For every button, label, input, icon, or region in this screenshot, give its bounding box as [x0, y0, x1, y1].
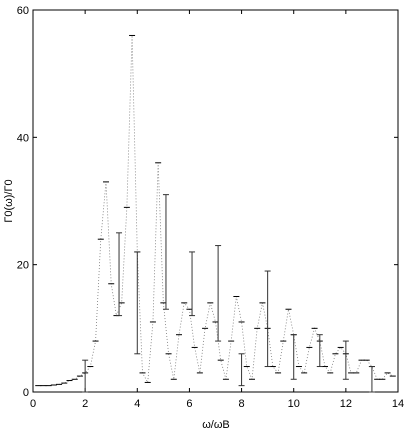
y-tick-label: 20 [17, 260, 29, 272]
y-tick-label: 40 [17, 132, 29, 144]
y-axis-label: Γ0(ω)/Γ0 [3, 179, 15, 222]
x-axis-label: ω/ωB [202, 419, 230, 431]
plot-frame [32, 9, 399, 393]
x-tick-label: 14 [392, 398, 404, 410]
x-tick-label: 4 [134, 398, 140, 410]
x-tick-label: 2 [82, 398, 88, 410]
x-tick-label: 12 [340, 398, 352, 410]
dotted-line [38, 35, 393, 387]
x-tick-label: 10 [288, 398, 300, 410]
x-tick-label: 6 [186, 398, 192, 410]
x-tick-label: 8 [239, 398, 245, 410]
x-tick-label: 0 [30, 398, 36, 410]
y-tick-label: 60 [17, 5, 29, 17]
y-tick-label: 0 [23, 387, 29, 399]
